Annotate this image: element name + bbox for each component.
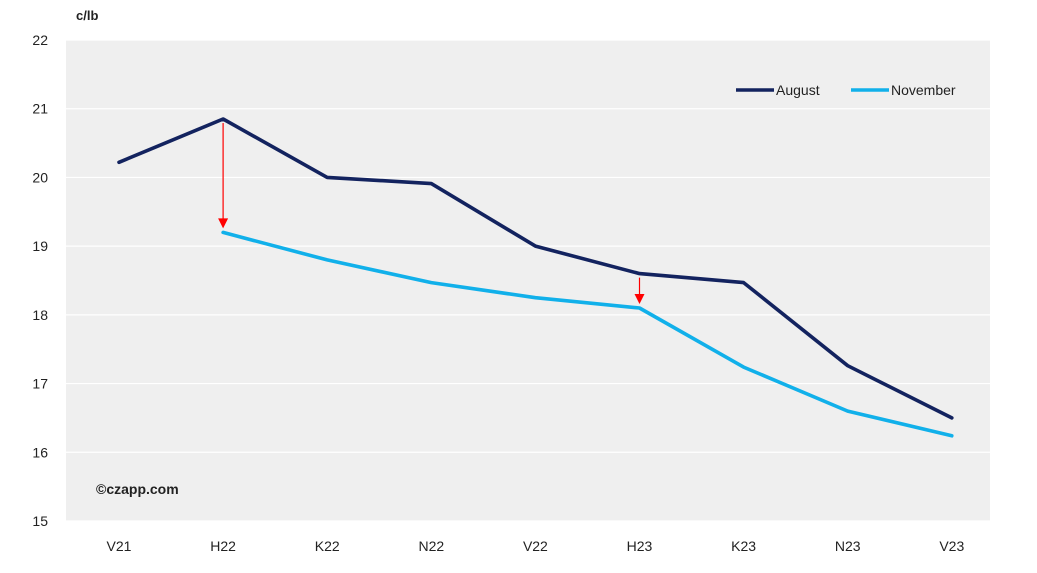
y-axis-unit-label: c/lb [76,8,98,23]
series-line-november [221,230,954,438]
x-tick-label: K23 [731,538,756,554]
legend-item-november: November [851,82,956,98]
y-tick-label: 21 [32,101,48,117]
x-axis-tick-labels: V21 H22 K22 N22 V22 H23 K23 N23 V23 [107,538,965,554]
legend-label: August [776,82,820,98]
annotation-arrows [218,123,645,304]
x-tick-label: N23 [835,538,861,554]
gridlines [66,39,990,522]
watermark-text: ©czapp.com [96,481,179,497]
x-tick-label: V23 [939,538,964,554]
y-tick-label: 17 [32,376,48,392]
x-tick-label: H23 [627,538,653,554]
y-tick-label: 20 [32,169,48,185]
y-tick-label: 16 [32,444,48,460]
plot-area-background [66,40,990,521]
x-tick-label: V22 [523,538,548,554]
series-line-august [117,117,954,420]
annotation-arrow [634,277,645,304]
y-tick-label: 18 [32,307,48,323]
series-lines [117,117,954,438]
y-axis-tick-labels: 15 16 17 18 19 20 21 22 [32,32,48,529]
y-tick-label: 19 [32,238,48,254]
x-tick-label: K22 [315,538,340,554]
y-tick-label: 22 [32,32,48,48]
y-tick-label: 15 [32,513,48,529]
x-tick-label: H22 [210,538,236,554]
x-tick-label: V21 [107,538,132,554]
annotation-arrow [218,123,229,229]
legend-item-august: August [736,82,820,98]
legend-label: November [891,82,956,98]
x-tick-label: N22 [418,538,444,554]
legend: August November [736,82,956,98]
